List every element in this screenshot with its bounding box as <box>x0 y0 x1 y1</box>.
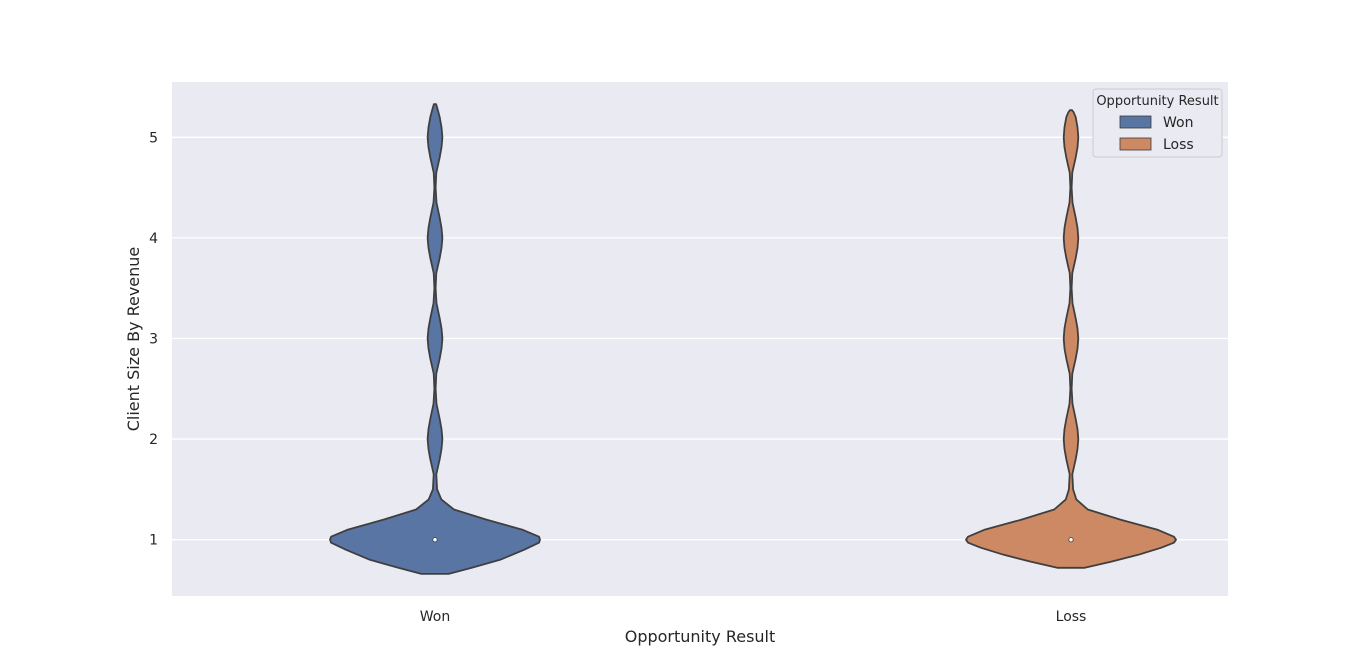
x-tick-label: Won <box>420 609 450 625</box>
violins <box>329 103 1177 575</box>
x-tick-labels: Won Loss <box>420 609 1087 625</box>
legend-title: Opportunity Result <box>1096 94 1218 109</box>
median-dot-loss <box>1068 537 1074 543</box>
y-tick-label: 5 <box>149 130 158 146</box>
median-dot-won <box>432 537 438 543</box>
violin-won <box>329 103 541 575</box>
legend-swatch-won <box>1119 115 1152 129</box>
x-axis-label: Opportunity Result <box>625 627 776 646</box>
y-tick-label: 4 <box>149 231 158 247</box>
y-axis-label: Client Size By Revenue <box>124 247 143 432</box>
violin-loss <box>965 109 1177 569</box>
legend-label-won: Won <box>1163 115 1193 131</box>
y-tick-label: 3 <box>149 331 158 347</box>
y-tick-labels: 1 2 3 4 5 <box>149 130 158 548</box>
legend-label-loss: Loss <box>1163 137 1194 153</box>
y-tick-label: 2 <box>149 432 158 448</box>
x-tick-label: Loss <box>1056 609 1087 625</box>
legend-swatch-loss <box>1119 137 1152 151</box>
y-tick-label: 1 <box>149 533 158 549</box>
legend: Opportunity Result Won Loss <box>1092 88 1223 158</box>
